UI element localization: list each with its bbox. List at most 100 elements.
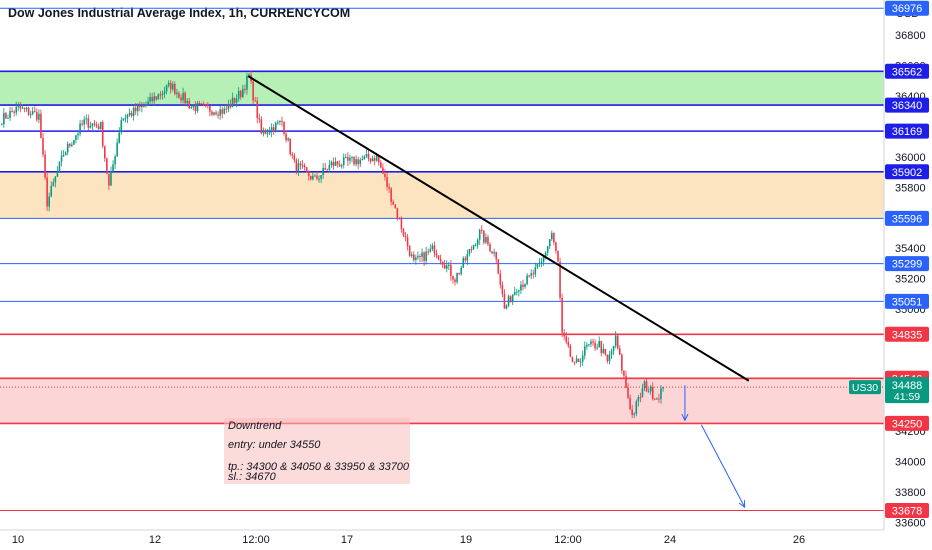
candle-body bbox=[186, 100, 188, 104]
candle-body bbox=[635, 401, 638, 414]
candle-body bbox=[524, 284, 526, 287]
candle-body bbox=[489, 244, 491, 252]
candle-body bbox=[56, 171, 59, 177]
candle-body bbox=[338, 164, 341, 167]
candle-body bbox=[413, 254, 415, 261]
candle-body bbox=[330, 161, 333, 166]
candle-body bbox=[44, 154, 46, 178]
candles-layer bbox=[1, 70, 664, 419]
candle-body bbox=[462, 258, 465, 268]
candle-body bbox=[167, 82, 170, 86]
candle-body bbox=[274, 122, 277, 132]
level-label: 35299 bbox=[892, 259, 923, 271]
candle-body bbox=[182, 92, 184, 101]
level-label-bg bbox=[885, 63, 929, 79]
time-tick-label: 19 bbox=[460, 534, 472, 546]
candle-body bbox=[326, 169, 329, 171]
candle-body bbox=[614, 335, 617, 346]
candle-body bbox=[95, 124, 98, 127]
candle-body bbox=[19, 105, 22, 109]
candle-body bbox=[361, 158, 364, 160]
note-line: sl.: 34670 bbox=[228, 471, 276, 483]
candle-body bbox=[114, 156, 116, 165]
candle-body bbox=[233, 97, 236, 103]
level-label-bg bbox=[885, 123, 929, 139]
time-axis: 10 12 12:00 17 19 12:00 24 26 bbox=[12, 534, 805, 546]
candle-body bbox=[33, 111, 36, 113]
candle-body bbox=[334, 161, 337, 166]
level-label-bg bbox=[885, 503, 929, 519]
candle-body bbox=[427, 251, 430, 253]
candle-body bbox=[122, 118, 125, 121]
candle-body bbox=[3, 112, 5, 125]
candle-body bbox=[252, 81, 254, 101]
candle-body bbox=[71, 144, 73, 147]
candle-body bbox=[602, 348, 605, 353]
candle-body bbox=[320, 175, 322, 179]
candle-body bbox=[231, 97, 234, 108]
candle-body bbox=[431, 245, 434, 249]
candle-body bbox=[299, 163, 302, 166]
candle-body bbox=[351, 156, 353, 158]
candle-body bbox=[410, 254, 413, 256]
level-label-bg bbox=[885, 293, 929, 309]
level-label-bg bbox=[885, 164, 929, 180]
candle-body bbox=[530, 273, 533, 276]
candle-body bbox=[629, 397, 631, 410]
candle-body bbox=[456, 273, 458, 282]
candle-body bbox=[116, 142, 118, 157]
candle-body bbox=[491, 251, 493, 254]
candle-body bbox=[211, 111, 213, 115]
candle-body bbox=[594, 342, 596, 349]
candle-body bbox=[29, 114, 32, 116]
candle-body bbox=[516, 291, 518, 293]
time-tick-label: 12:00 bbox=[242, 534, 270, 546]
candle-body bbox=[518, 290, 520, 292]
candle-body bbox=[188, 100, 191, 109]
candle-body bbox=[106, 158, 108, 174]
candle-body bbox=[312, 175, 314, 180]
candle-body bbox=[408, 245, 411, 256]
candle-body bbox=[68, 143, 71, 147]
candle-body bbox=[36, 112, 38, 120]
candle-body bbox=[478, 229, 481, 240]
candle-body bbox=[23, 107, 26, 109]
candle-body bbox=[93, 123, 96, 125]
candle-body bbox=[612, 345, 615, 351]
candle-body bbox=[202, 103, 205, 105]
candle-body bbox=[48, 196, 50, 207]
candle-body bbox=[60, 155, 63, 162]
candle-body bbox=[448, 264, 450, 266]
candle-body bbox=[437, 255, 440, 259]
candle-body bbox=[75, 135, 77, 140]
candle-body bbox=[415, 257, 417, 261]
candle-body bbox=[359, 159, 362, 165]
candle-body bbox=[357, 159, 359, 165]
time-tick-label: 12 bbox=[149, 534, 161, 546]
candle-body bbox=[217, 114, 219, 116]
candle-body bbox=[11, 111, 13, 113]
candle-body bbox=[590, 341, 592, 345]
candle-body bbox=[104, 146, 106, 159]
candle-body bbox=[54, 176, 57, 183]
candle-body bbox=[248, 74, 250, 76]
candle-body bbox=[450, 264, 452, 276]
level-label-bg bbox=[885, 210, 929, 226]
candle-body bbox=[592, 341, 594, 343]
candle-body bbox=[625, 375, 627, 388]
candle-body bbox=[353, 156, 355, 165]
candle-body bbox=[83, 119, 85, 125]
candle-body bbox=[174, 84, 176, 95]
candle-body bbox=[307, 170, 310, 177]
candle-body bbox=[621, 354, 623, 371]
price-tick-label: 36800 bbox=[895, 30, 926, 42]
time-tick-label: 10 bbox=[12, 534, 24, 546]
candle-body bbox=[295, 160, 298, 171]
candle-body bbox=[108, 173, 110, 186]
candle-body bbox=[9, 111, 11, 118]
candle-body bbox=[497, 259, 500, 274]
candle-body bbox=[561, 297, 563, 333]
candle-body bbox=[472, 245, 475, 250]
candle-body bbox=[277, 122, 279, 124]
